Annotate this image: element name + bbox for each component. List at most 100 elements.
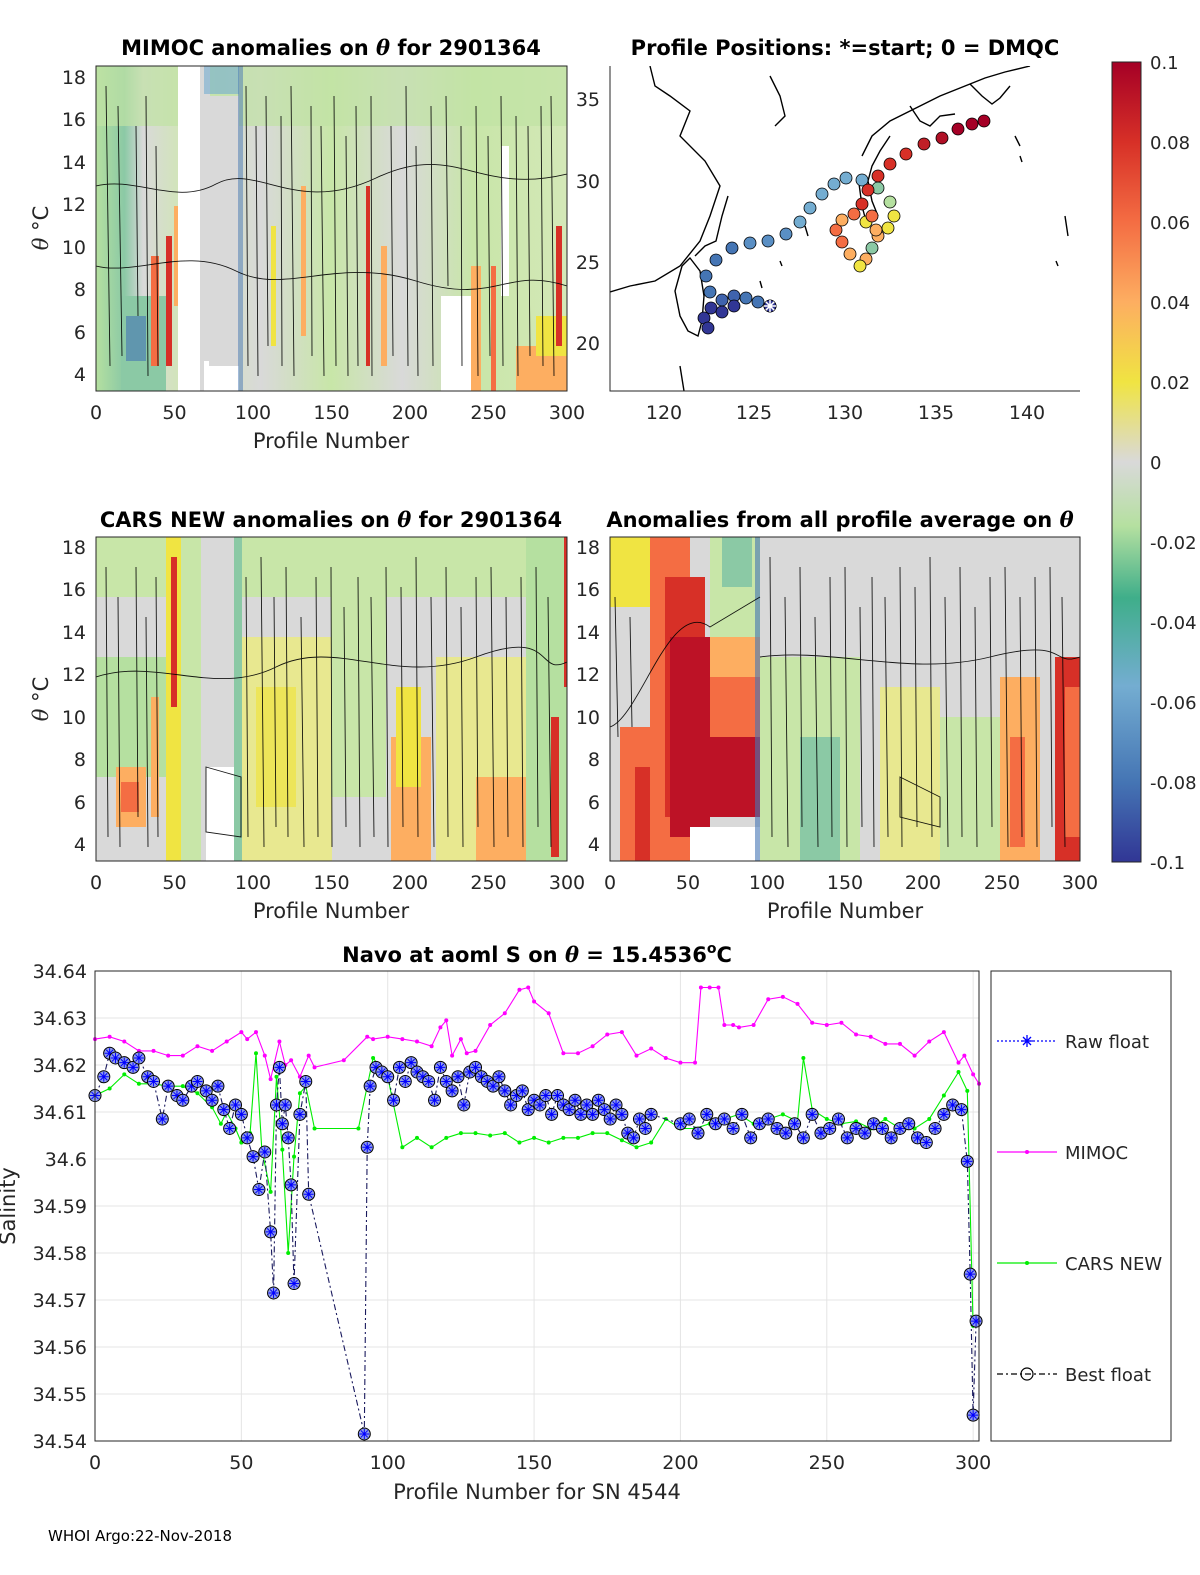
colorbar-gradient <box>1111 61 1142 863</box>
raw-float-point <box>253 1184 264 1195</box>
cars-panel: CARS NEW anomalies on θ for 2901364 <box>29 507 585 923</box>
avg-yticks: 4 6 8 10 12 14 16 18 <box>576 537 600 856</box>
raw-float-point <box>842 1132 853 1143</box>
salinity-xtick: 250 <box>809 1452 845 1474</box>
raw-float-point <box>406 1057 417 1068</box>
raw-float-point <box>505 1099 516 1110</box>
series-point <box>883 1117 888 1122</box>
raw-float-point <box>303 1189 314 1200</box>
series-point <box>429 1145 434 1150</box>
series-point <box>277 1039 282 1044</box>
raw-float-point <box>540 1090 551 1101</box>
series-point <box>780 1112 785 1117</box>
series-point <box>941 1093 946 1098</box>
legend-item-mimoc: MIMOC <box>997 1143 1128 1164</box>
map-xtick: 140 <box>1009 402 1045 424</box>
colorbar-tick: -0.1 <box>1150 853 1185 874</box>
cars-xtick: 300 <box>549 872 585 894</box>
avg-heatmap <box>610 537 1080 861</box>
mimoc-xtick: 100 <box>235 402 271 424</box>
mimoc-ytick: 14 <box>62 152 86 174</box>
raw-float-point <box>640 1123 651 1134</box>
raw-float-point <box>388 1095 399 1106</box>
legend-item-cars: CARS NEW <box>997 1254 1162 1275</box>
raw-float-point <box>947 1099 958 1110</box>
series-point <box>414 1039 419 1044</box>
mimoc-ytick: 12 <box>62 194 86 216</box>
series-point <box>561 1051 566 1056</box>
raw-float-point <box>280 1099 291 1110</box>
series-point <box>693 1060 698 1065</box>
series-point <box>312 1126 317 1131</box>
raw-float-point <box>859 1128 870 1139</box>
series-point <box>766 997 771 1002</box>
raw-float-point <box>684 1114 695 1125</box>
raw-float-point <box>558 1099 569 1110</box>
legend-label: Best float <box>1065 1365 1151 1386</box>
series-point <box>965 1088 970 1093</box>
series-point <box>971 1072 976 1077</box>
raw-float-point <box>728 1123 739 1134</box>
map-ytick: 25 <box>576 252 600 274</box>
cars-xtick: 200 <box>392 872 428 894</box>
colorbar: 0.1 0.08 0.06 0.04 0.02 0 -0.02 -0.04 -0… <box>1111 53 1197 874</box>
raw-float-point <box>903 1118 914 1129</box>
raw-float-point <box>968 1410 979 1421</box>
series-point <box>450 1053 455 1058</box>
raw-float-point <box>701 1109 712 1120</box>
raw-float-point <box>587 1109 598 1120</box>
raw-float-point <box>482 1076 493 1087</box>
salinity-ytick: 34.58 <box>33 1243 87 1265</box>
raw-float-point <box>212 1081 223 1092</box>
raw-float-point <box>429 1095 440 1106</box>
salinity-panel: Navo at aoml S on θ = 15.4536oC 0 50 100 15… <box>0 941 1172 1504</box>
raw-float-point <box>763 1114 774 1125</box>
raw-float-point <box>447 1085 458 1096</box>
series-best-float <box>88 1046 983 1441</box>
map-ytick: 30 <box>576 171 600 193</box>
series-point <box>488 1133 493 1138</box>
series-point <box>956 1070 961 1075</box>
salinity-xticks: 0 50 100 150 200 250 300 <box>89 1452 991 1474</box>
series-point <box>473 1048 478 1053</box>
raw-float-point <box>622 1128 633 1139</box>
raw-float-point <box>376 1067 387 1078</box>
series-point <box>385 1034 390 1039</box>
series-point <box>274 1074 279 1079</box>
map-ytick: 35 <box>576 89 600 111</box>
raw-float-point <box>441 1076 452 1087</box>
series-point <box>854 1032 859 1037</box>
series-point <box>268 1189 273 1194</box>
series-point <box>956 1060 961 1065</box>
series-point <box>136 1081 141 1086</box>
cars-ytick: 12 <box>62 664 86 686</box>
series-point <box>210 1048 215 1053</box>
series-point <box>286 1251 291 1255</box>
series-point <box>356 1126 361 1131</box>
series-point <box>546 1140 551 1145</box>
raw-float-point <box>230 1099 241 1110</box>
series-point <box>107 1086 112 1091</box>
raw-float-point <box>675 1118 686 1129</box>
avg-xtick: 0 <box>604 872 616 894</box>
series-point <box>716 985 721 990</box>
mimoc-xtick: 0 <box>90 402 102 424</box>
raw-float-point <box>493 1071 504 1082</box>
mimoc-ytick: 10 <box>62 237 86 259</box>
raw-float-point <box>815 1128 826 1139</box>
raw-float-point <box>962 1156 973 1167</box>
mimoc-yticks: 4 6 8 10 12 14 16 18 <box>62 67 86 386</box>
series-point <box>722 1023 727 1028</box>
mimoc-heatmap <box>96 66 567 391</box>
series-point <box>444 1018 449 1023</box>
salinity-xtick: 100 <box>370 1452 406 1474</box>
series-point <box>649 1140 654 1145</box>
avg-xticks: 0 50 100 150 200 250 300 <box>604 872 1098 894</box>
raw-float-point <box>133 1052 144 1063</box>
raw-float-point <box>259 1146 270 1157</box>
avg-ytick: 10 <box>576 707 600 729</box>
raw-float-point <box>570 1095 581 1106</box>
series-point <box>605 1131 610 1136</box>
series-point <box>634 1053 639 1058</box>
raw-float-point <box>382 1071 393 1082</box>
